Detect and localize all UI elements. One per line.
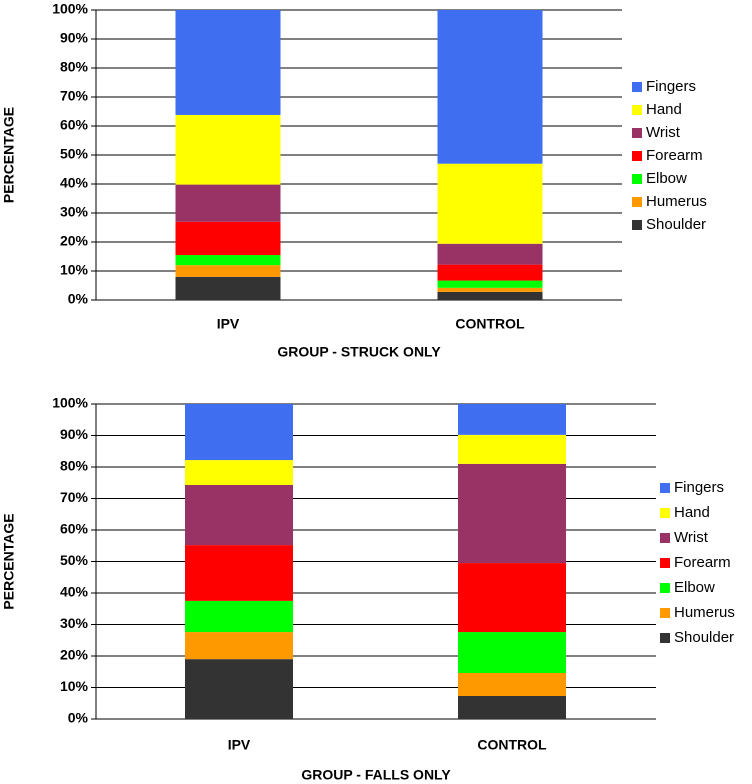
- legend-label: Fingers: [646, 78, 696, 95]
- y-tick-label: 20%: [60, 233, 89, 249]
- bar-segment: [175, 265, 281, 277]
- chart: 0% 10% 20% 30% 40% 50% 60% 70% 80% 90% 100% IPV CONT…: [1, 1, 707, 360]
- bar-segment: [185, 460, 293, 485]
- legend-label: Hand: [646, 101, 682, 118]
- y-tick-label: 50%: [60, 552, 89, 568]
- y-tick-label: 100%: [52, 1, 88, 17]
- legend-swatch: [660, 583, 670, 593]
- bar-segment: [437, 291, 543, 300]
- x-axis-label: GROUP - STRUCK ONLY: [277, 344, 441, 360]
- y-tick-label: 60%: [60, 117, 89, 133]
- legend-swatch: [632, 220, 642, 230]
- bar-segment: [458, 632, 566, 674]
- legend-swatch: [632, 82, 642, 92]
- bar-segment: [175, 114, 281, 185]
- legend-label: Forearm: [674, 554, 731, 571]
- legend-swatch: [660, 483, 670, 493]
- y-tick-label: 60%: [60, 521, 89, 537]
- legend-swatch: [632, 105, 642, 115]
- bar-segment: [458, 696, 566, 719]
- legend: Shoulder Humerus Elbow Forearm Wrist Hand Fing…: [660, 479, 735, 646]
- legend-label: Wrist: [646, 124, 681, 141]
- legend-swatch: [632, 151, 642, 161]
- x-tick-label: IPV: [217, 316, 240, 332]
- legend-swatch: [660, 533, 670, 543]
- bar-segment: [185, 600, 293, 633]
- legend-label: Shoulder: [646, 216, 706, 233]
- chart: 0% 10% 20% 30% 40% 50% 60% 70% 80% 90% 100% IPV CONT…: [1, 395, 735, 783]
- legend-swatch: [660, 633, 670, 643]
- legend-label: Humerus: [646, 193, 707, 210]
- bar-segment: [185, 632, 293, 660]
- bar-segment: [437, 280, 543, 288]
- y-axis-label: PERCENTAGE: [1, 513, 17, 609]
- legend-swatch: [632, 174, 642, 184]
- y-tick-label: 100%: [52, 395, 88, 411]
- bar-segment: [185, 545, 293, 601]
- x-tick-label: IPV: [228, 737, 251, 753]
- legend-swatch: [660, 558, 670, 568]
- y-tick-label: 30%: [60, 204, 89, 220]
- legend-label: Hand: [674, 504, 710, 521]
- bar-segment: [458, 434, 566, 464]
- y-axis-label: PERCENTAGE: [1, 107, 17, 203]
- bar-segment: [175, 276, 281, 300]
- bar-segment: [175, 221, 281, 256]
- legend-swatch: [660, 608, 670, 618]
- legend-label: Wrist: [674, 529, 709, 546]
- bar-segment: [175, 255, 281, 266]
- y-tick-label: 90%: [60, 426, 89, 442]
- bar-segment: [175, 184, 281, 222]
- legend-label: Fingers: [674, 479, 724, 496]
- legend: Shoulder Humerus Elbow Forearm Wrist Hand Fing…: [632, 78, 707, 233]
- y-tick-label: 0%: [68, 291, 89, 307]
- y-tick-label: 70%: [60, 489, 89, 505]
- bar-segment: [175, 10, 281, 115]
- y-tick-label: 10%: [60, 262, 89, 278]
- bar-segment: [437, 163, 543, 244]
- bar-segment: [437, 264, 543, 281]
- y-tick-label: 80%: [60, 59, 89, 75]
- bar-segment: [437, 287, 543, 292]
- legend-swatch: [660, 508, 670, 518]
- legend-label: Elbow: [646, 170, 687, 187]
- bar-segment: [458, 673, 566, 697]
- y-tick-label: 10%: [60, 678, 89, 694]
- y-tick-label: 70%: [60, 88, 89, 104]
- y-tick-label: 40%: [60, 175, 89, 191]
- bar-segment: [458, 463, 566, 564]
- legend-label: Humerus: [674, 604, 735, 621]
- x-axis-label: GROUP - FALLS ONLY: [301, 767, 451, 783]
- legend-label: Forearm: [646, 147, 703, 164]
- y-tick-label: 80%: [60, 458, 89, 474]
- legend-label: Elbow: [674, 579, 715, 596]
- y-tick-label: 20%: [60, 647, 89, 663]
- y-tick-label: 50%: [60, 146, 89, 162]
- legend-swatch: [632, 197, 642, 207]
- bar-segment: [458, 563, 566, 633]
- bar-segment: [185, 484, 293, 546]
- y-tick-label: 40%: [60, 584, 89, 600]
- legend-swatch: [632, 128, 642, 138]
- y-tick-label: 30%: [60, 615, 89, 631]
- bar-segment: [458, 404, 566, 435]
- bar-segment: [437, 243, 543, 265]
- y-tick-label: 90%: [60, 30, 89, 46]
- x-tick-label: CONTROL: [455, 316, 525, 332]
- x-tick-label: CONTROL: [477, 737, 547, 753]
- bar-segment: [185, 404, 293, 461]
- y-tick-label: 0%: [68, 710, 89, 726]
- legend-label: Shoulder: [674, 629, 734, 646]
- bar-segment: [437, 10, 543, 164]
- bar-segment: [185, 659, 293, 719]
